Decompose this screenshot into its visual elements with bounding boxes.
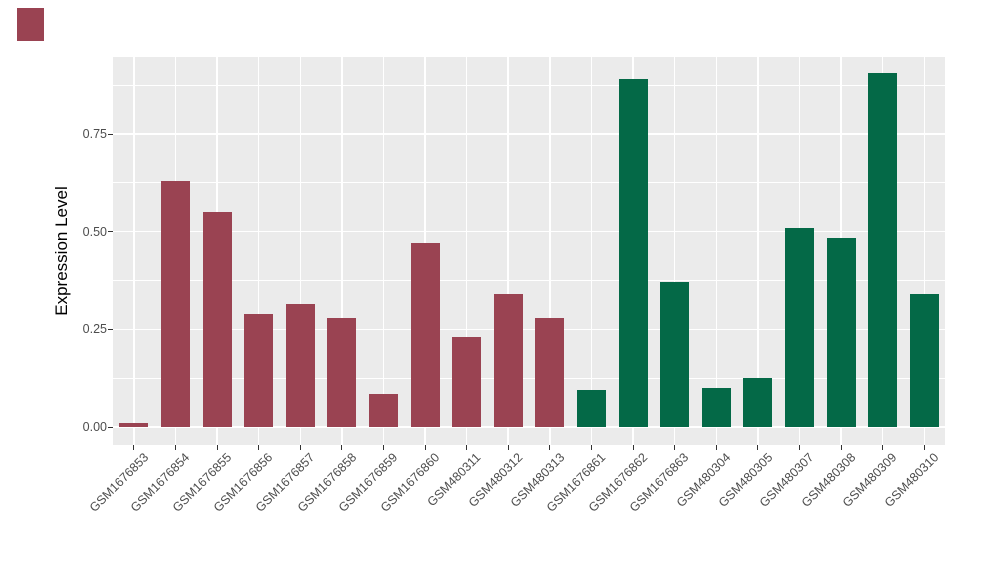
vertical-gridline (341, 57, 343, 445)
x-tick (549, 445, 551, 450)
minor-gridline (113, 377, 945, 379)
minor-gridline (113, 84, 945, 86)
bar-GSM1676859 (368, 393, 398, 427)
bar-GSM1676862 (618, 79, 648, 427)
x-tick (507, 445, 509, 450)
x-tick (923, 445, 925, 450)
x-tick (466, 445, 468, 450)
bar-GSM1676857 (285, 303, 315, 427)
major-gridline (113, 230, 945, 233)
corner-color-swatch (17, 8, 44, 41)
x-tick (174, 445, 176, 450)
y-tick (108, 426, 113, 428)
y-tick (108, 133, 113, 135)
vertical-gridline (923, 57, 925, 445)
y-tick-label: 0.25 (82, 322, 107, 337)
x-tick (258, 445, 260, 450)
bar-GSM480313 (535, 317, 565, 427)
bar-GSM480311 (452, 337, 482, 427)
bar-GSM1676858 (327, 317, 357, 427)
x-tick (798, 445, 800, 450)
bar-GSM480308 (826, 237, 856, 427)
bar-GSM480312 (493, 294, 523, 427)
minor-gridline (113, 280, 945, 281)
y-tick-label: 0.75 (82, 127, 107, 141)
bar-GSM1676860 (410, 243, 440, 427)
vertical-gridline (465, 57, 468, 445)
bar-GSM480309 (868, 73, 898, 427)
y-tick (108, 231, 113, 233)
minor-gridline (113, 182, 945, 184)
bar-GSM1676854 (160, 180, 190, 427)
vertical-gridline (673, 57, 676, 445)
y-tick (108, 328, 113, 330)
vertical-gridline (257, 57, 260, 445)
major-gridline (113, 426, 945, 428)
vertical-gridline (549, 57, 551, 445)
x-tick (840, 445, 842, 450)
x-tick (882, 445, 884, 450)
bar-GSM480304 (701, 387, 731, 427)
x-tick (216, 445, 218, 450)
vertical-gridline (715, 57, 717, 445)
vertical-gridline (590, 57, 593, 445)
x-tick (674, 445, 676, 450)
bar-GSM1676861 (576, 389, 606, 427)
y-tick-label: 0.50 (82, 224, 107, 239)
vertical-gridline (299, 57, 301, 445)
x-tick (133, 445, 135, 450)
y-axis-title: Expression Level (52, 186, 71, 316)
major-gridline (113, 133, 945, 135)
bar-GSM1676863 (660, 282, 690, 427)
bar-GSM1676855 (202, 212, 232, 427)
bar-GSM480310 (909, 294, 939, 427)
bar-GSM1676853 (119, 423, 149, 427)
vertical-gridline (757, 57, 759, 445)
bar-GSM480307 (784, 227, 814, 427)
bar-GSM480305 (743, 378, 773, 427)
x-tick (341, 445, 343, 450)
vertical-gridline (133, 57, 135, 445)
x-tick (632, 445, 634, 450)
y-tick-label: 0.00 (82, 420, 107, 434)
plot-panel (113, 57, 945, 445)
x-tick (299, 445, 301, 450)
major-gridline (113, 328, 945, 331)
x-tick (590, 445, 592, 450)
x-tick (424, 445, 426, 450)
x-tick (382, 445, 384, 450)
x-tick (757, 445, 759, 450)
vertical-gridline (507, 57, 509, 445)
vertical-gridline (382, 57, 385, 445)
x-tick (715, 445, 717, 450)
bar-GSM1676856 (244, 313, 274, 427)
